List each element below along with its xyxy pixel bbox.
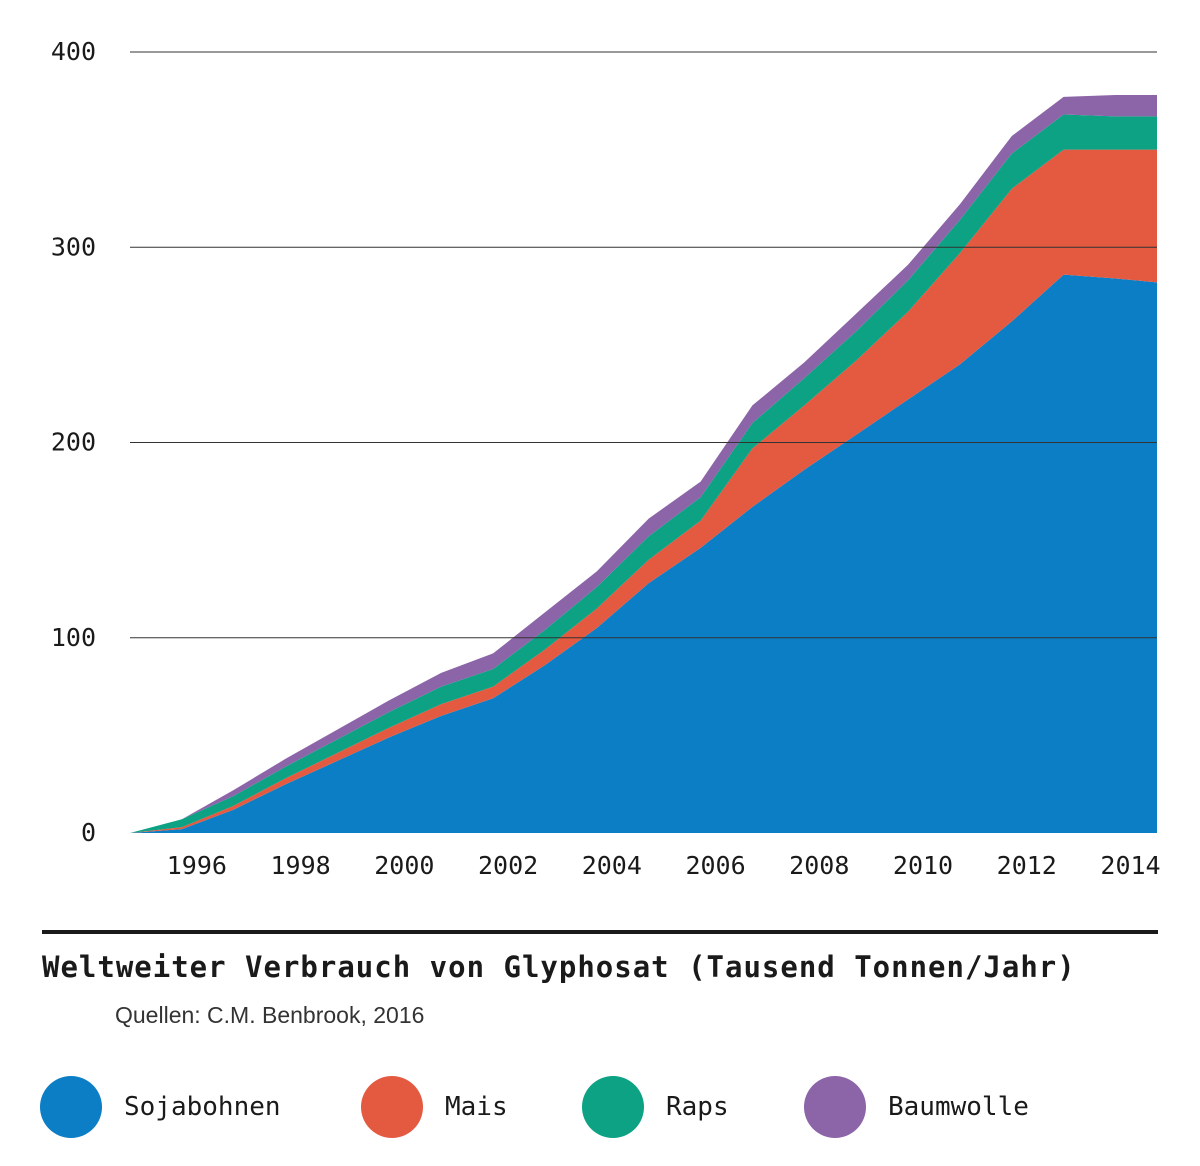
legend-label-mais: Mais — [445, 1092, 508, 1122]
x-tick-label: 2002 — [478, 851, 538, 880]
legend-item-sojabohnen: Sojabohnen — [40, 1075, 281, 1139]
y-tick-label: 200 — [51, 428, 96, 457]
x-tick-label: 2008 — [789, 851, 849, 880]
gridlines — [130, 51, 1157, 639]
y-tick-label: 100 — [51, 623, 96, 652]
y-tick-label: 400 — [51, 37, 96, 66]
y-tick-label: 300 — [51, 232, 96, 261]
x-tick-label: 1998 — [270, 851, 330, 880]
legend-swatch-baumwolle — [804, 1076, 866, 1138]
legend-item-baumwolle: Baumwolle — [804, 1075, 1029, 1139]
area-baumwolle — [130, 95, 1157, 833]
x-tick-label: 2000 — [374, 851, 434, 880]
legend-item-mais: Mais — [361, 1075, 508, 1139]
x-axis-ticks: 1996 1998 2000 2002 2004 2006 2008 2010 2012 2014 — [167, 851, 1161, 880]
legend-swatch-sojabohnen — [40, 1076, 102, 1138]
area-mais — [130, 149, 1157, 834]
legend-swatch-mais — [361, 1076, 423, 1138]
title-divider — [42, 930, 1158, 934]
legend-label-sojabohnen: Sojabohnen — [124, 1092, 281, 1122]
x-tick-label: 2012 — [997, 851, 1057, 880]
area-sojabohnen — [130, 274, 1157, 834]
x-tick-label: 2014 — [1100, 851, 1160, 880]
legend-label-baumwolle: Baumwolle — [888, 1092, 1029, 1122]
x-tick-label: 1996 — [167, 851, 227, 880]
legend-label-raps: Raps — [666, 1092, 729, 1122]
area-chart: 0 100 200 300 400 1996 1998 2000 2002 2004 2006 20… — [51, 37, 1161, 880]
legend-swatch-raps — [582, 1076, 644, 1138]
legend-item-raps: Raps — [582, 1075, 729, 1139]
chart-title: Weltweiter Verbrauch von Glyphosat (Taus… — [42, 950, 1076, 984]
x-tick-label: 2004 — [582, 851, 642, 880]
legend: Sojabohnen Mais Raps Baumwolle — [40, 1075, 1160, 1139]
area-layers — [130, 95, 1157, 834]
chart-source: Quellen: C.M. Benbrook, 2016 — [115, 1002, 425, 1028]
y-axis-ticks: 0 100 200 300 400 — [51, 37, 96, 847]
x-tick-label: 2010 — [893, 851, 953, 880]
x-tick-label: 2006 — [685, 851, 745, 880]
y-tick-label: 0 — [81, 818, 96, 847]
area-raps — [130, 114, 1157, 833]
